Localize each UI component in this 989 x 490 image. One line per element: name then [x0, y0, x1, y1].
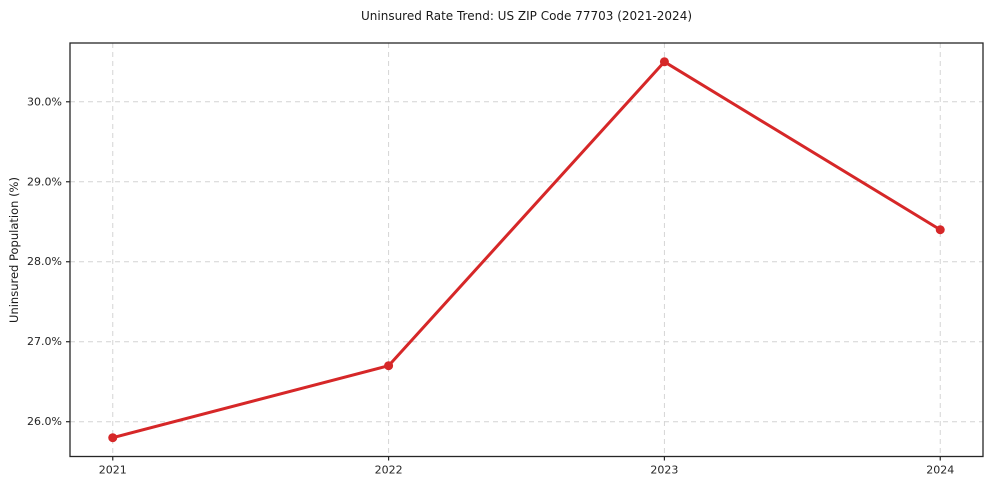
- y-tick-label: 29.0%: [27, 175, 62, 188]
- trend-line: [111, 60, 942, 440]
- data-point-marker: [935, 225, 945, 235]
- chart-title: Uninsured Rate Trend: US ZIP Code 77703 …: [360, 9, 693, 23]
- x-tick-label: 2022: [375, 464, 403, 477]
- y-tick-label: 28.0%: [27, 255, 62, 268]
- plot-border: [69, 42, 984, 458]
- x-tick-label: 2024: [926, 464, 954, 477]
- data-point-marker: [108, 433, 118, 443]
- data-point-marker: [384, 361, 394, 371]
- data-point-marker: [659, 57, 669, 67]
- y-tick-label: 26.0%: [27, 415, 62, 428]
- x-tick-label: 2021: [99, 464, 127, 477]
- x-tick-label: 2023: [650, 464, 678, 477]
- y-tick-label: 30.0%: [27, 95, 62, 108]
- y-tick-label: 27.0%: [27, 335, 62, 348]
